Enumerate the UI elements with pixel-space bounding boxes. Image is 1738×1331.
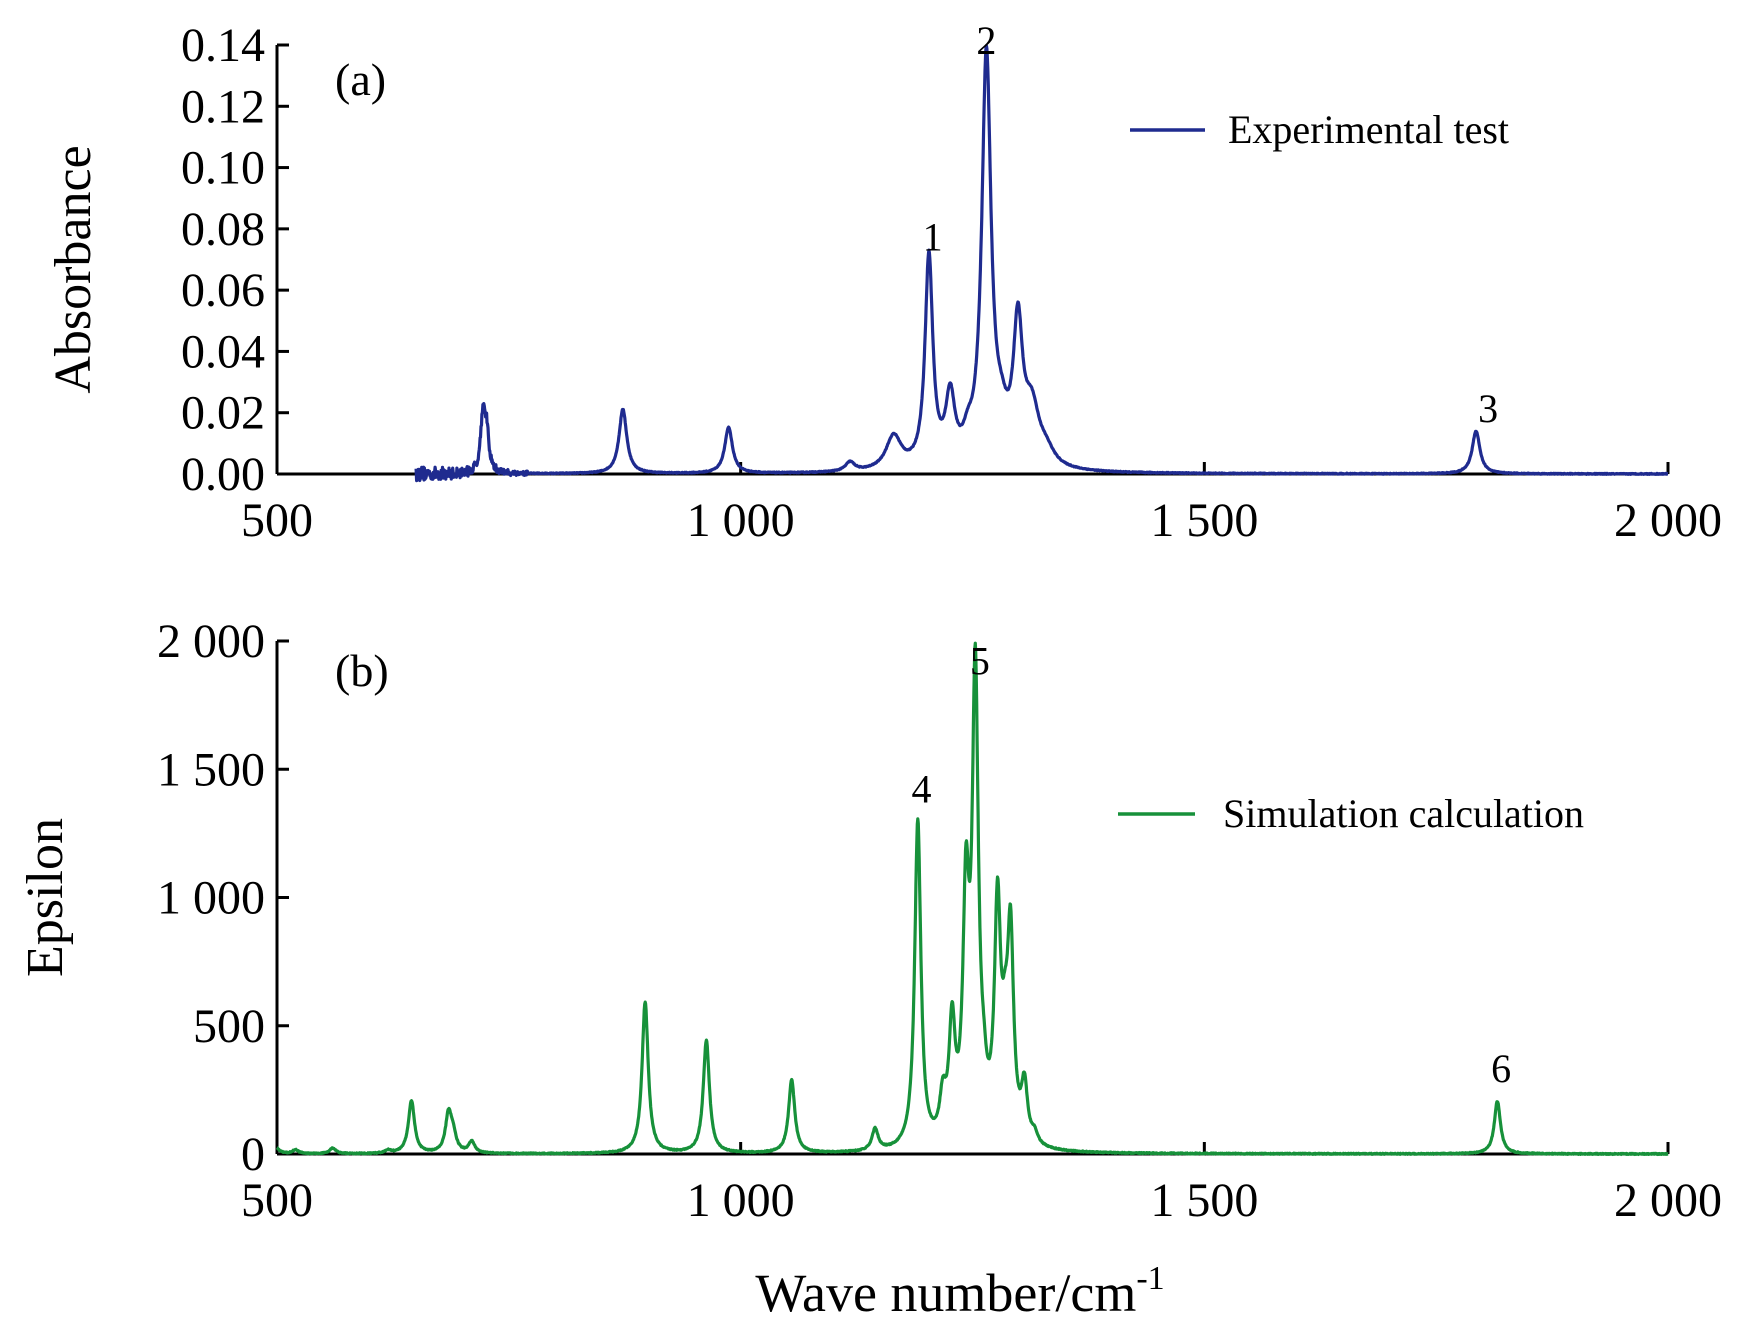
series-line-experimental (414, 44, 1670, 483)
y-tick-label: 0.14 (181, 19, 265, 72)
y-tick-label: 0.02 (181, 387, 265, 440)
x-tick-label: 2 000 (1614, 1174, 1722, 1227)
x-tick-label: 500 (241, 1174, 313, 1227)
y-tick-label: 500 (193, 1000, 265, 1053)
y-tick-label: 0.04 (181, 325, 265, 378)
x-tick-label: 1 000 (687, 494, 795, 547)
x-tick-label: 1 000 (687, 1174, 795, 1227)
y-tick-label: 0.00 (181, 448, 265, 501)
panel-label: (b) (335, 645, 389, 696)
x-tick-label: 1 500 (1150, 1174, 1258, 1227)
x-axis-title-superscript: -1 (1136, 1260, 1164, 1297)
peak-label-3: 3 (1478, 386, 1498, 431)
y-axis-title: Absorbance (45, 145, 102, 393)
series-line-simulation (275, 641, 1670, 1157)
y-tick-label: 2 000 (157, 615, 265, 668)
y-tick-label: 1 000 (157, 872, 265, 925)
legend-label: Experimental test (1228, 107, 1509, 152)
peak-label-1: 1 (923, 214, 943, 259)
x-axis-title: Wave number/cm-1 (755, 1260, 1164, 1323)
peak-label-5: 5 (970, 638, 990, 683)
peak-label-4: 4 (911, 767, 931, 812)
legend-label: Simulation calculation (1223, 791, 1584, 836)
peak-label-6: 6 (1491, 1046, 1511, 1091)
y-tick-label: 0.12 (181, 80, 265, 133)
y-tick-label: 0.10 (181, 142, 265, 195)
y-tick-label: 0.08 (181, 203, 265, 256)
panel-a-experimental: 500 1 000 1 500 2 000 0.00 0.02 0.04 0.06 0.08 0.… (45, 18, 1722, 547)
panel-label: (a) (335, 54, 386, 105)
x-tick-label: 2 000 (1614, 494, 1722, 547)
y-tick-label: 1 500 (157, 743, 265, 796)
peak-label-2: 2 (976, 18, 996, 63)
y-tick-label: 0 (241, 1128, 265, 1181)
y-axis-title: Epsilon (17, 818, 74, 977)
x-tick-label: 1 500 (1150, 494, 1258, 547)
x-tick-label: 500 (241, 494, 313, 547)
y-tick-label: 0.06 (181, 264, 265, 317)
